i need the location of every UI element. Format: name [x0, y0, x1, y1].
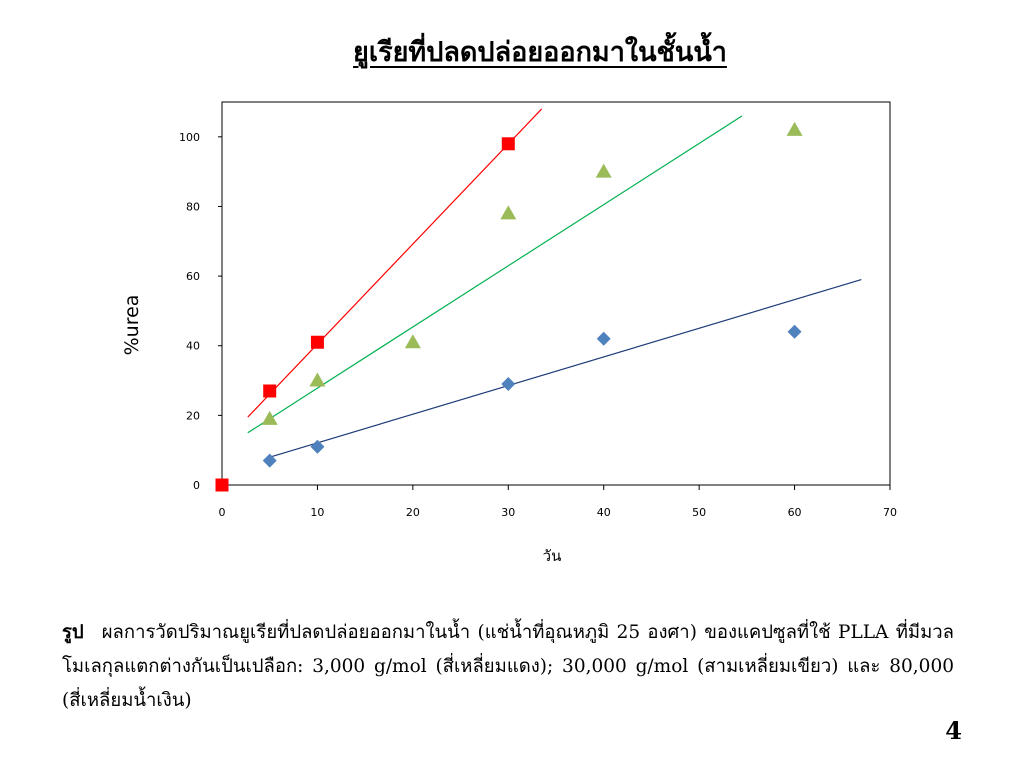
x-axis-ticks: 0 10 20 30 40 50 60 70 [219, 485, 897, 519]
point-diamond [787, 324, 802, 339]
figure-caption: รูป ผลการวัดปริมาณยูเรียที่ปลดปล่อยออกมาใ… [62, 616, 954, 718]
x-tick-label: 50 [692, 506, 706, 519]
chart: 0 20 40 60 80 100 0 10 20 30 40 50 60 70 %urea วัน [121, 101, 897, 565]
point-diamond [596, 331, 611, 346]
y-tick-label: 20 [186, 409, 200, 422]
y-tick-label: 40 [186, 340, 200, 353]
x-axis-title: วัน [543, 547, 562, 565]
y-tick-label: 60 [186, 270, 200, 283]
y-axis-title: %urea [121, 295, 143, 356]
trendline-diamond [269, 278, 862, 458]
point-triangle [261, 410, 278, 425]
trendlines [247, 108, 862, 458]
markers [215, 121, 803, 492]
trendline-triangle [247, 115, 743, 434]
y-tick-label: 100 [179, 131, 200, 144]
x-tick-label: 20 [406, 506, 420, 519]
point-triangle [595, 163, 612, 178]
point-triangle [786, 121, 803, 136]
point-triangle [309, 372, 326, 387]
x-tick-label: 70 [883, 506, 897, 519]
point-square [310, 335, 324, 349]
point-square [263, 384, 277, 398]
page-number: 4 [945, 716, 962, 745]
x-tick-label: 10 [310, 506, 324, 519]
point-triangle [404, 334, 421, 349]
caption-label: รูป [62, 622, 84, 643]
y-tick-label: 0 [193, 479, 200, 492]
y-axis-ticks: 0 20 40 60 80 100 [179, 131, 222, 492]
point-diamond [262, 453, 277, 468]
trendline-square [247, 108, 543, 418]
point-diamond [310, 439, 325, 454]
caption-text: ผลการวัดปริมาณยูเรียที่ปลดปล่อยออกมาในน้… [62, 622, 954, 711]
y-tick-label: 80 [186, 200, 200, 213]
x-tick-label: 60 [788, 506, 802, 519]
slide-title: ยูเรียที่ปลดปล่อยออกมาในชั้นน้ำ [353, 37, 727, 68]
x-tick-label: 0 [219, 506, 226, 519]
point-diamond [501, 377, 516, 392]
point-triangle [500, 205, 517, 220]
x-tick-label: 30 [501, 506, 515, 519]
x-tick-label: 40 [597, 506, 611, 519]
point-square [215, 478, 229, 492]
point-square [501, 137, 515, 151]
plot-area [221, 101, 891, 486]
